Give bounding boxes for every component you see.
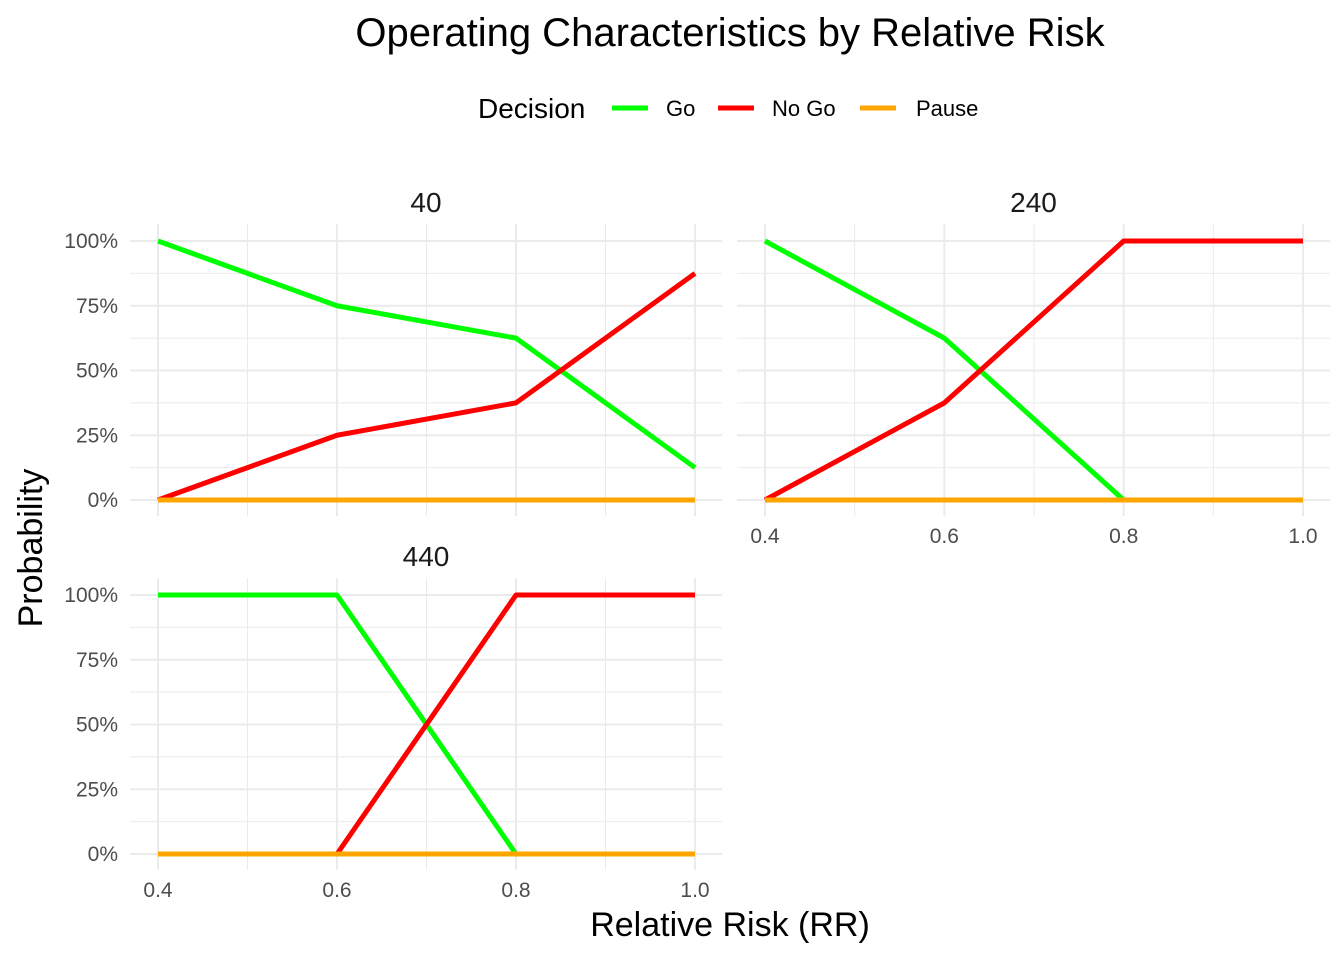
x-tick-label: 0.4: [750, 525, 780, 548]
x-tick-label: 0.4: [143, 879, 173, 902]
x-tick-label: 1.0: [680, 879, 709, 902]
y-tick-label: 75%: [76, 649, 118, 672]
panel-240: 240 0.4 0.6 0.8 1.0: [737, 187, 1330, 548]
series-line-no-go: [763, 238, 1303, 503]
panel-440: 440 0% 25% 50% 75% 100% 0.4 0.6 0.8 1.0: [64, 541, 722, 902]
y-tick-label: 100%: [64, 584, 118, 607]
legend-label-no-go: No Go: [772, 96, 836, 121]
y-tick-label: 50%: [76, 714, 118, 737]
y-tick-label: 0%: [88, 843, 118, 866]
y-tick-label: 25%: [76, 424, 118, 447]
chart-title: Operating Characteristics by Relative Ri…: [355, 11, 1105, 55]
y-tick-label: 75%: [76, 295, 118, 318]
legend-label-pause: Pause: [916, 96, 978, 121]
legend-label-go: Go: [666, 96, 695, 121]
x-tick-label: 0.6: [322, 879, 351, 902]
panel-strip-label: 440: [403, 541, 450, 572]
x-tick-label: 0.6: [930, 525, 959, 548]
y-tick-label: 100%: [64, 230, 118, 253]
panel-strip-label: 240: [1010, 187, 1057, 218]
x-tick-label: 0.8: [501, 879, 530, 902]
y-tick-label: 0%: [88, 489, 118, 512]
series-line-go: [157, 238, 697, 470]
legend-title: Decision: [478, 93, 585, 124]
x-tick-label: 0.8: [1109, 525, 1138, 548]
legend: Decision Go No Go Pause: [478, 93, 978, 124]
series-line-no-go: [157, 271, 697, 503]
y-axis-title: Probability: [12, 469, 50, 628]
panel-strip-label: 40: [410, 187, 441, 218]
y-tick-label: 50%: [76, 360, 118, 383]
x-tick-label: 1.0: [1288, 525, 1317, 548]
panel-40: 40 0% 25% 50% 75% 100%: [64, 187, 722, 516]
y-tick-label: 25%: [76, 778, 118, 801]
x-axis-title: Relative Risk (RR): [590, 906, 870, 944]
